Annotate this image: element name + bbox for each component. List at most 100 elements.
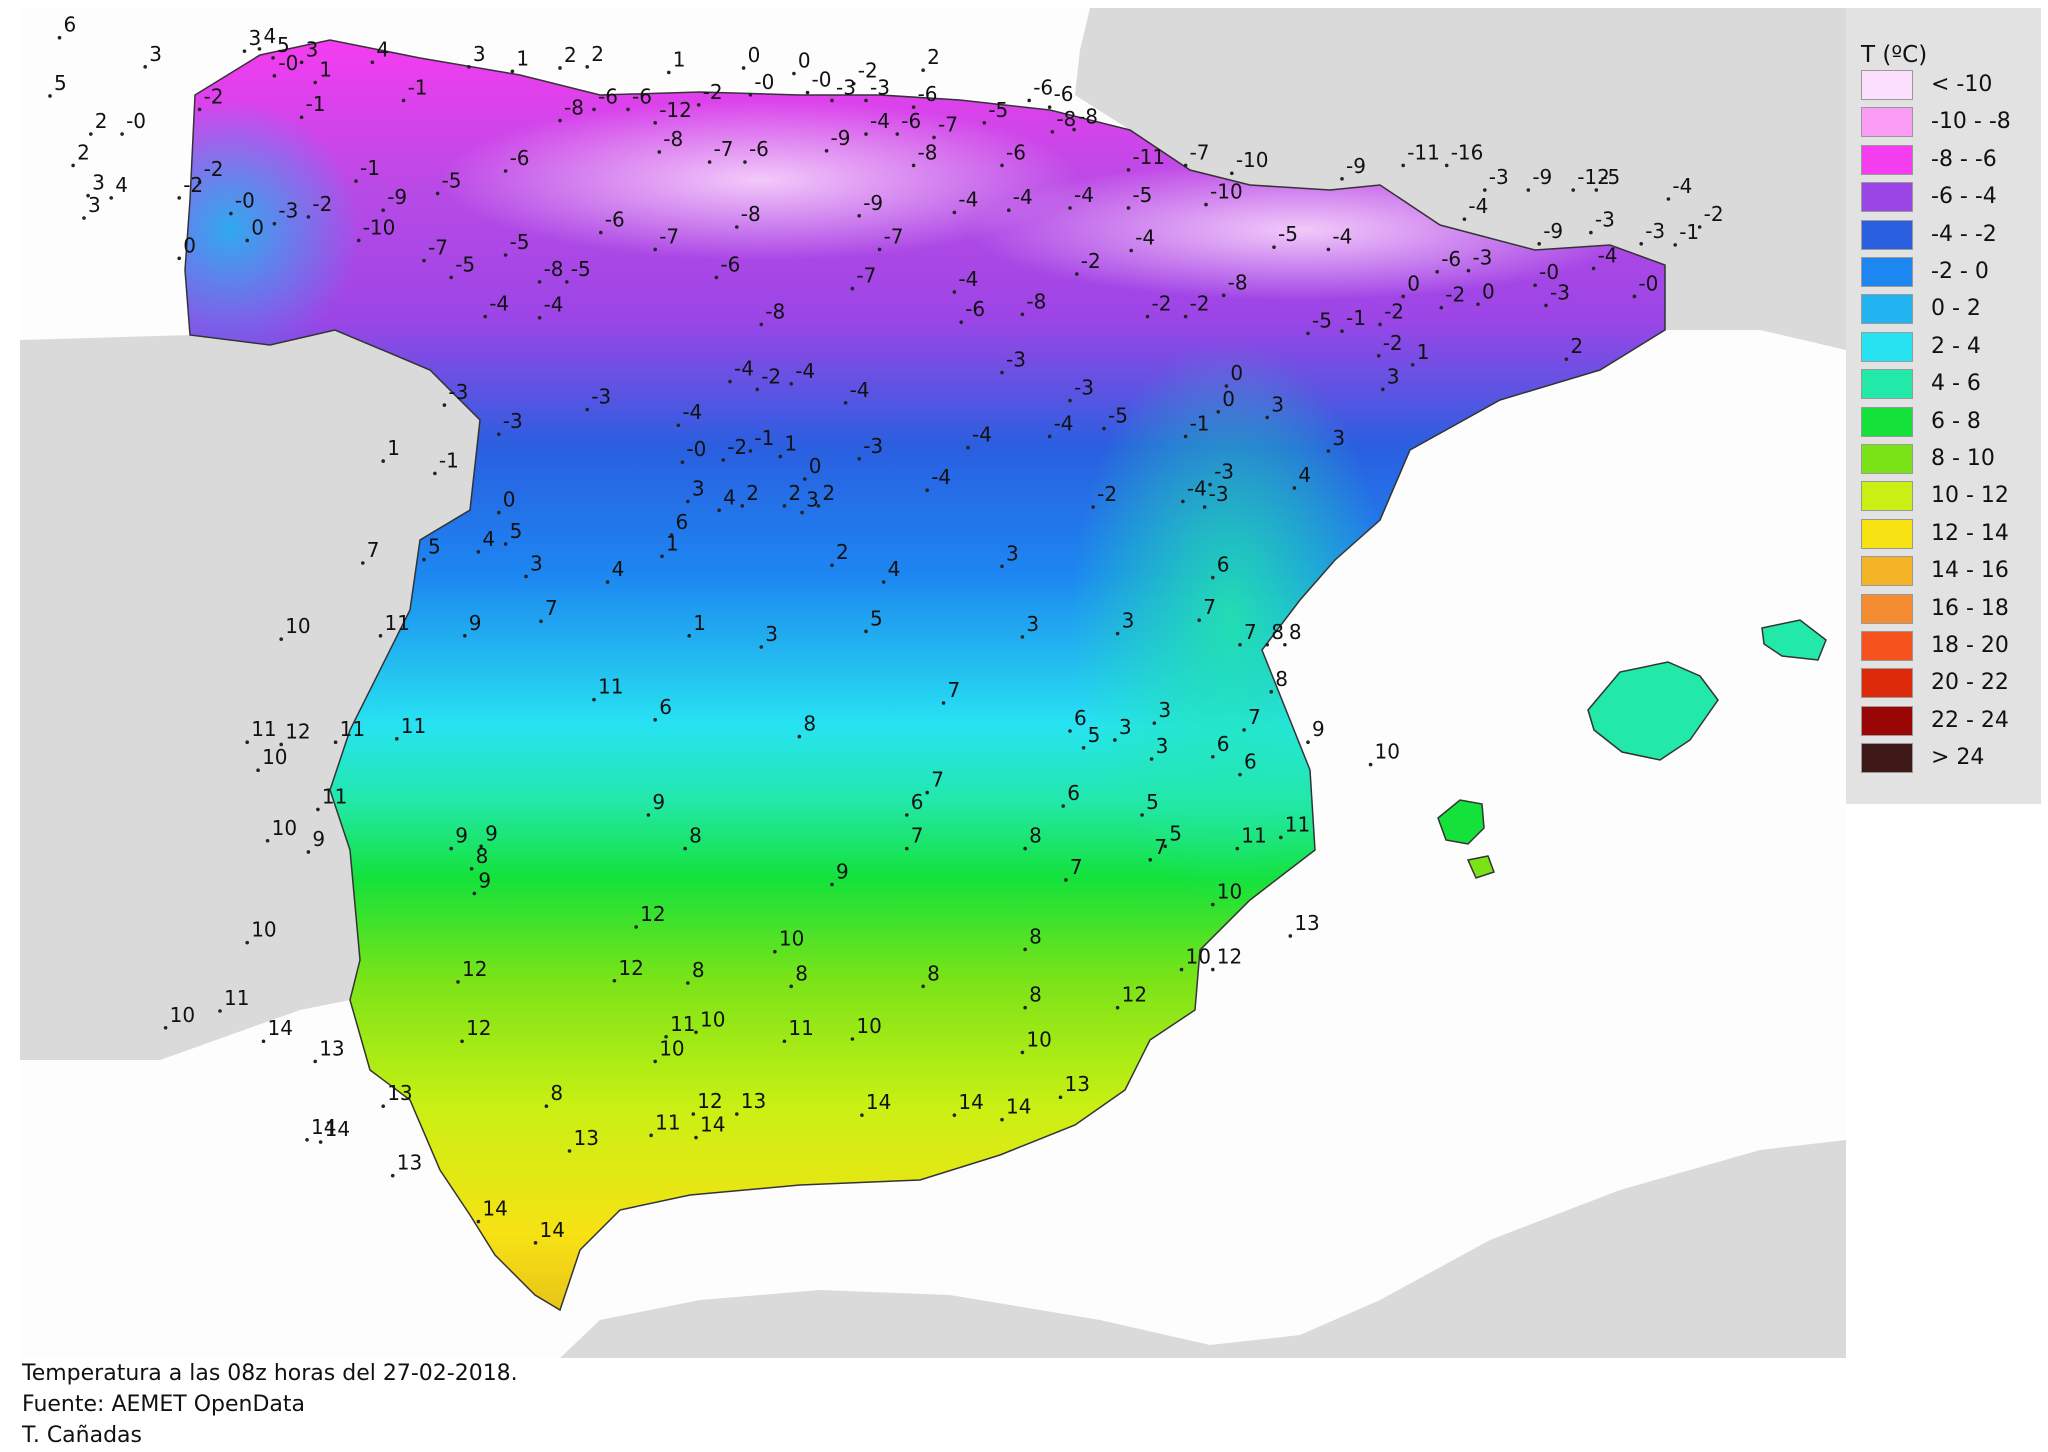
station-marker [830, 882, 834, 887]
station-temperature-label: 8 [927, 961, 940, 985]
station-marker [1148, 858, 1153, 862]
station-marker [925, 790, 929, 795]
station-temperature-label: -1 [1346, 306, 1366, 330]
legend-label: 18 - 20 [1931, 633, 2009, 658]
station-marker [1340, 177, 1344, 181]
station-temperature-label: 1 [673, 47, 686, 71]
station-temperature-label: -7 [428, 236, 448, 260]
station-temperature-label: -1 [754, 426, 774, 450]
station-marker [686, 981, 690, 985]
legend-label: > 24 [1931, 745, 1985, 771]
station-temperature-label: -5 [571, 257, 591, 281]
station-marker [1211, 754, 1215, 759]
station-temperature-label: 3 [1332, 426, 1345, 450]
france-land [1075, 8, 1846, 350]
station-marker [442, 403, 447, 407]
station-marker [1242, 728, 1246, 732]
station-marker [941, 701, 946, 705]
station-temperature-label: 2 [95, 109, 108, 133]
station-marker [1000, 370, 1004, 375]
station-temperature-label: 14 [700, 1113, 725, 1137]
station-marker [653, 121, 657, 125]
station-temperature-label: 10 [285, 614, 310, 638]
station-marker [449, 846, 454, 851]
station-marker [952, 290, 957, 294]
station-temperature-label: 3 [806, 488, 819, 512]
station-temperature-label: -7 [938, 112, 958, 136]
station-marker [634, 925, 638, 929]
legend-swatch [1861, 144, 1913, 175]
station-marker [1533, 283, 1537, 288]
station-marker [537, 280, 542, 284]
station-temperature-label: 1 [666, 531, 679, 555]
station-temperature-label: -9 [831, 126, 851, 150]
station-marker [242, 49, 247, 53]
legend-swatch [1861, 107, 1913, 138]
station-temperature-label: 11 [788, 1016, 813, 1040]
station-temperature-label: -8 [741, 202, 761, 226]
station-marker [1197, 618, 1201, 622]
station-marker [1068, 398, 1072, 403]
station-marker [1075, 272, 1079, 276]
station-marker [306, 215, 311, 219]
station-marker [966, 445, 970, 450]
station-marker [1381, 387, 1385, 392]
station-marker [265, 838, 270, 843]
legend-swatch [1861, 593, 1913, 624]
legend-title: T (ºC) [1861, 42, 1928, 68]
station-marker [299, 115, 304, 120]
station-marker [218, 1009, 222, 1013]
station-marker [558, 66, 562, 70]
station-temperature-label: 7 [1248, 705, 1261, 729]
station-marker [1115, 1005, 1120, 1010]
station-marker [1020, 1050, 1025, 1055]
map-caption: Temperatura a las 08z horas del 27-02-20… [22, 1358, 518, 1451]
station-marker [773, 949, 777, 954]
station-temperature-label: 8 [1029, 824, 1042, 848]
station-marker [1102, 426, 1106, 431]
station-marker [395, 737, 399, 741]
station-temperature-label: -2 [1152, 292, 1172, 316]
station-marker [1047, 434, 1052, 439]
station-marker [279, 742, 284, 747]
station-temperature-label: 6 [1217, 553, 1230, 577]
station-temperature-label: -8 [564, 96, 584, 120]
station-temperature-label: -4 [1135, 226, 1155, 250]
portugal-land [20, 330, 480, 1060]
station-marker [1401, 163, 1405, 168]
station-temperature-label: -0 [812, 68, 832, 92]
station-temperature-label: -2 [703, 80, 723, 104]
station-temperature-label: 11 [1285, 812, 1310, 836]
station-marker [1265, 415, 1269, 420]
station-marker [1376, 354, 1381, 358]
station-temperature-label: 6 [64, 13, 77, 37]
station-temperature-label: 7 [931, 768, 944, 792]
station-marker [1149, 757, 1154, 761]
station-marker [925, 488, 929, 493]
legend-swatch [1861, 182, 1913, 213]
station-marker [740, 504, 745, 508]
station-temperature-label: 13 [741, 1089, 766, 1113]
station-marker [435, 191, 440, 196]
station-marker [717, 508, 721, 513]
station-marker [1401, 294, 1405, 299]
station-temperature-label: 3 [1156, 734, 1169, 758]
station-temperature-label: -4 [795, 359, 815, 383]
station-marker [422, 258, 426, 263]
station-temperature-label: -0 [126, 109, 146, 133]
station-marker [952, 210, 957, 215]
station-temperature-label: 3 [149, 42, 162, 66]
station-marker [1544, 303, 1548, 308]
legend-swatch [1861, 369, 1913, 400]
station-temperature-label: 3 [248, 26, 261, 50]
station-temperature-label: 14 [311, 1115, 336, 1139]
station-temperature-label: 0 [183, 233, 196, 257]
station-temperature-label: 3 [88, 193, 101, 217]
station-marker [755, 387, 759, 392]
station-temperature-label: -6 [598, 84, 618, 108]
station-marker [1230, 171, 1234, 176]
station-temperature-label: -3 [503, 409, 523, 433]
station-temperature-label: -5 [988, 98, 1008, 122]
station-temperature-label: 3 [1158, 698, 1171, 722]
station-marker [245, 740, 249, 744]
